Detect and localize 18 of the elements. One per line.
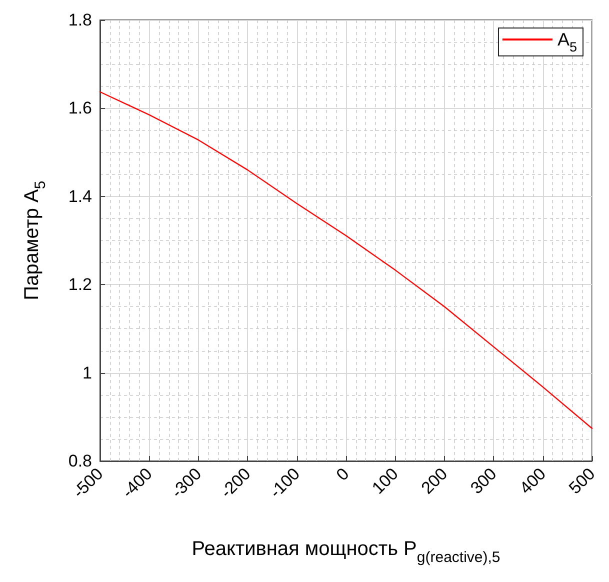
x-tick-label: 500	[565, 464, 599, 498]
line-series	[99, 91, 593, 429]
x-tick-label: -300	[168, 464, 206, 502]
x-tick-label: 0	[332, 464, 353, 484]
y-tick-label: 1.6	[68, 98, 92, 118]
y-tick-label: 1	[82, 363, 92, 382]
y-axis-title: Параметр A5	[21, 180, 49, 300]
x-tick-label: 200	[418, 464, 452, 498]
y-tick-label: 0.8	[68, 452, 92, 470]
y-tick-label: 1.8	[68, 10, 92, 30]
y-tick-label: 1.2	[68, 275, 92, 294]
y-tick-label: 1.4	[68, 186, 92, 206]
x-tick-label: 400	[516, 464, 550, 498]
x-tick-label: -200	[216, 464, 254, 502]
x-tick-label: 300	[466, 464, 500, 498]
x-tick-label: -400	[118, 464, 156, 502]
x-tick-label: -100	[266, 464, 304, 502]
x-tick-label: 100	[368, 464, 402, 498]
